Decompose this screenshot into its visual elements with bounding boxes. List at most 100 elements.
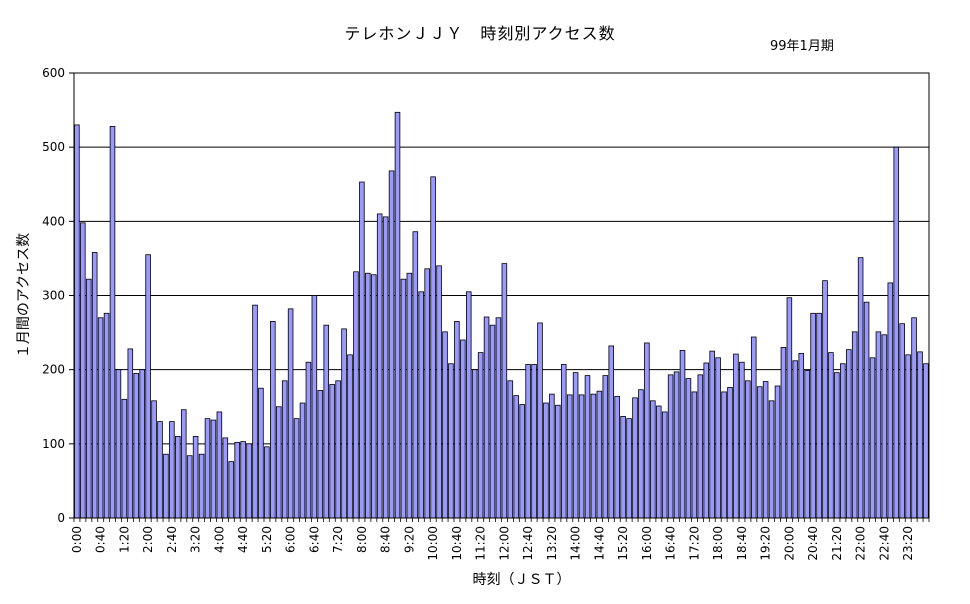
bar xyxy=(745,380,751,519)
bar xyxy=(388,170,395,519)
bar xyxy=(620,415,626,519)
bar xyxy=(80,222,86,519)
bar xyxy=(762,381,769,519)
bar xyxy=(644,342,650,519)
bar xyxy=(875,331,882,519)
bar xyxy=(216,411,223,519)
x-tick-label: 0:00 xyxy=(70,526,84,553)
bar xyxy=(709,350,715,519)
bar xyxy=(258,387,264,519)
bar xyxy=(845,349,852,519)
bar xyxy=(347,354,353,519)
bar xyxy=(317,390,324,519)
bar xyxy=(733,353,739,519)
bar xyxy=(335,380,341,519)
bar xyxy=(341,328,347,519)
bar xyxy=(804,370,810,519)
bar xyxy=(489,324,496,519)
bar xyxy=(234,441,240,519)
bar xyxy=(626,418,632,519)
x-tick-label: 13:20 xyxy=(545,526,559,561)
y-tick-label: 100 xyxy=(42,437,65,451)
bar xyxy=(786,297,793,519)
bar xyxy=(792,360,799,519)
bar xyxy=(448,363,454,519)
x-tick-label: 10:00 xyxy=(426,526,440,561)
bar xyxy=(923,363,929,519)
x-tick-label: 15:20 xyxy=(616,526,630,561)
bar xyxy=(240,441,246,519)
bar xyxy=(133,372,140,519)
bar xyxy=(198,453,205,519)
bar xyxy=(828,352,834,519)
y-axis-ticks: 0 100 200 300 400 500 600 xyxy=(42,66,74,525)
bar xyxy=(863,301,870,519)
bar xyxy=(507,380,514,519)
bar xyxy=(180,409,187,519)
x-tick-label: 22:40 xyxy=(877,526,891,561)
chart-title: テレホンＪＪＹ 時刻別アクセス数 xyxy=(344,24,616,43)
bar xyxy=(127,348,134,519)
bar xyxy=(715,357,721,519)
bar xyxy=(412,231,419,519)
x-tick-label: 2:00 xyxy=(141,526,155,553)
bar xyxy=(264,446,270,519)
bar xyxy=(465,291,472,519)
x-tick-label: 22:00 xyxy=(854,526,868,561)
bar xyxy=(899,323,905,519)
bar xyxy=(685,378,692,519)
y-axis-label: １月間のアクセス数 xyxy=(16,233,32,358)
bar xyxy=(834,372,840,519)
bar xyxy=(905,354,911,519)
bar xyxy=(881,334,888,519)
x-tick-label: 12:00 xyxy=(497,526,511,561)
bar xyxy=(382,216,389,519)
y-tick-label: 400 xyxy=(42,214,65,228)
x-tick-label: 16:00 xyxy=(640,526,654,561)
bar xyxy=(501,263,508,519)
bar xyxy=(394,111,401,519)
bar xyxy=(632,397,638,519)
x-tick-label: 6:00 xyxy=(284,526,298,553)
bar xyxy=(287,308,294,519)
bar xyxy=(608,345,615,519)
x-tick-label: 20:00 xyxy=(782,526,796,561)
bar xyxy=(454,321,460,519)
bar xyxy=(555,404,561,519)
bar xyxy=(192,436,199,519)
bar xyxy=(697,374,704,519)
x-tick-label: 9:20 xyxy=(402,526,416,553)
bar xyxy=(727,387,733,519)
bar xyxy=(495,317,502,519)
bar xyxy=(531,364,537,519)
bar xyxy=(893,146,900,519)
bar xyxy=(329,384,335,519)
bar xyxy=(911,317,917,519)
bar xyxy=(418,291,425,519)
bar xyxy=(365,272,371,519)
bar xyxy=(115,369,122,519)
bar xyxy=(483,316,490,519)
x-tick-label: 19:20 xyxy=(759,526,773,561)
x-axis-label: 時刻（ＪＳＴ） xyxy=(473,572,571,588)
bar xyxy=(299,402,306,519)
bar xyxy=(204,418,211,519)
bar xyxy=(774,385,781,519)
bar xyxy=(376,213,383,519)
bar xyxy=(739,361,745,519)
bar xyxy=(638,389,644,519)
bar xyxy=(228,461,235,519)
bar xyxy=(210,419,217,519)
bar xyxy=(513,395,520,519)
bar xyxy=(917,351,923,519)
x-tick-label: 14:00 xyxy=(569,526,583,561)
x-tick-label: 10:40 xyxy=(450,526,464,561)
x-tick-label: 1:20 xyxy=(117,526,131,553)
bar xyxy=(756,386,763,519)
bar xyxy=(85,278,92,519)
x-tick-label: 3:20 xyxy=(189,526,203,553)
bar xyxy=(370,274,377,519)
bar xyxy=(798,352,805,519)
bar xyxy=(281,380,288,519)
bar xyxy=(121,398,128,519)
